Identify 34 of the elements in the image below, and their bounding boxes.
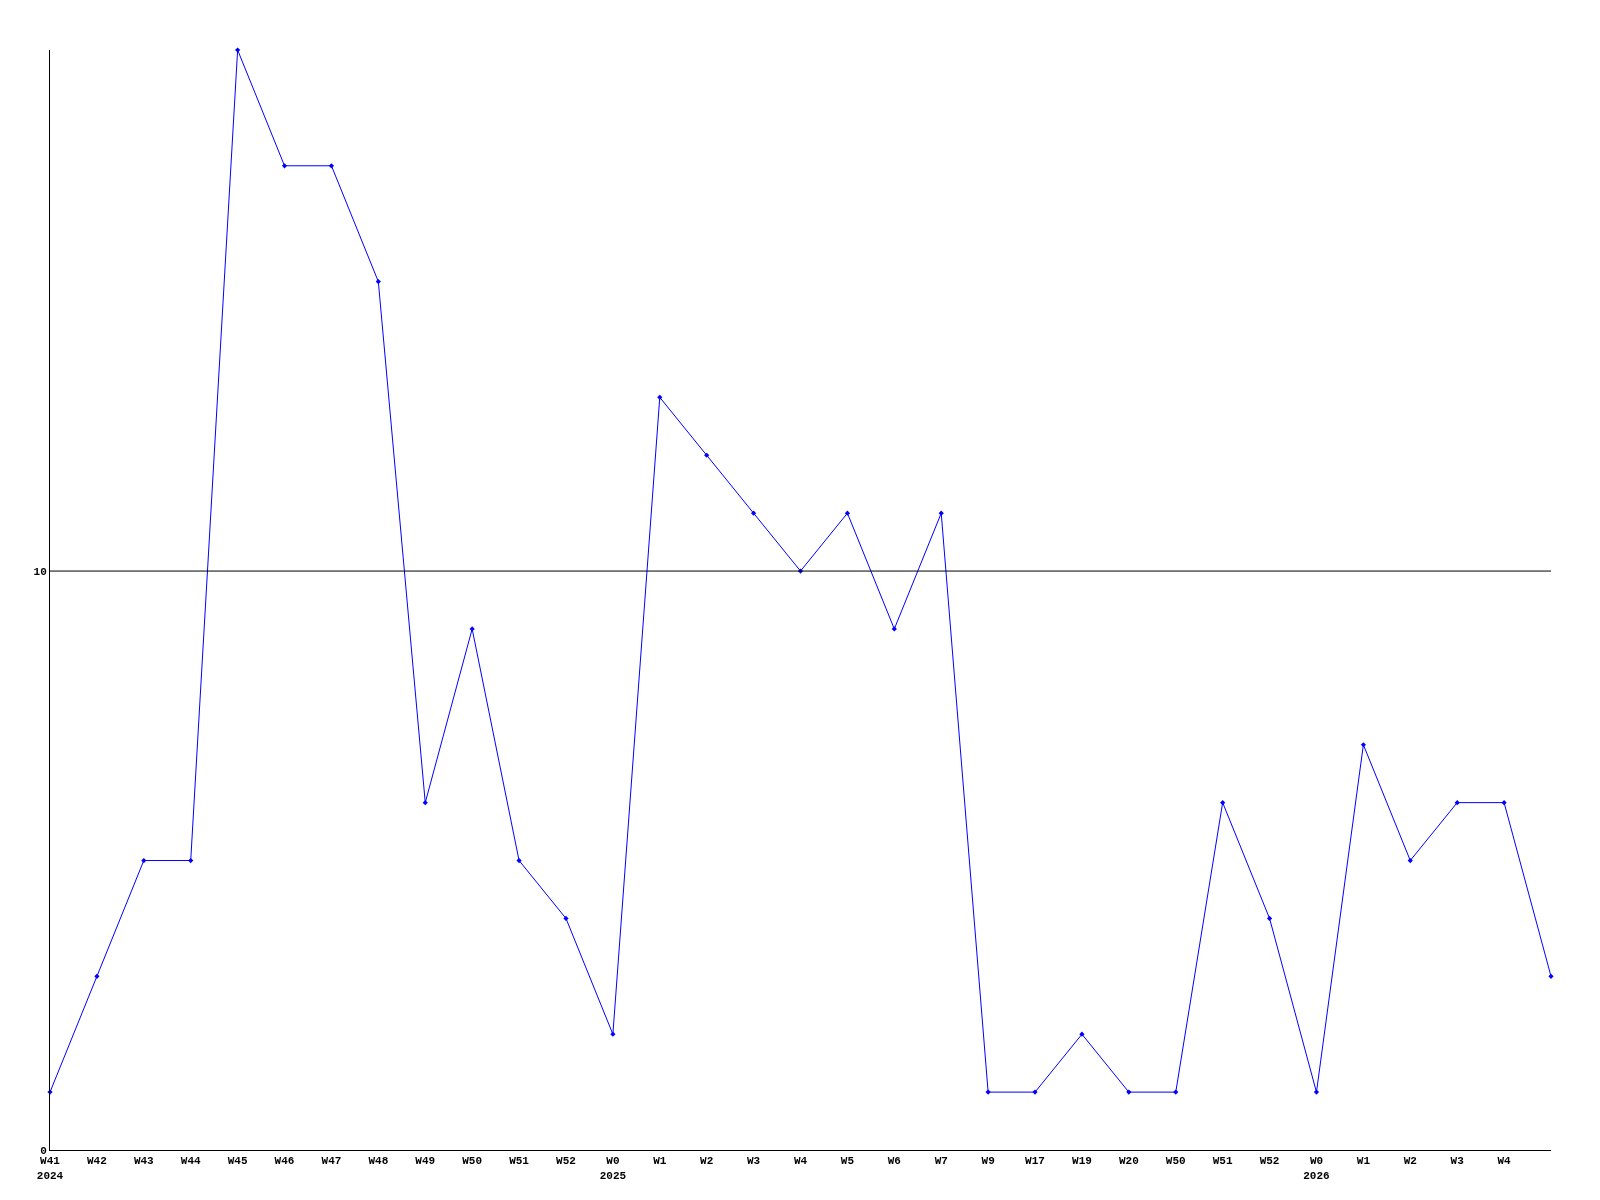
x-tick-label: W51 [509, 1155, 530, 1168]
x-tick-label: W42 [87, 1155, 107, 1168]
x-tick-label: W50 [1165, 1155, 1186, 1168]
x-tick-label: W45 [227, 1155, 248, 1168]
x-tick-label: W0 2026 [1303, 1155, 1330, 1182]
x-tick-label: W4 [1497, 1155, 1512, 1168]
x-tick-label: W1 [1356, 1155, 1371, 1168]
x-tick-label: W49 [415, 1155, 436, 1168]
x-tick-label: W46 [274, 1155, 295, 1168]
x-tick-label: W4 [793, 1155, 808, 1168]
x-tick-label: W9 [981, 1155, 995, 1168]
x-tick-label: W20 [1118, 1155, 1139, 1168]
x-tick-label: W2 [1403, 1155, 1417, 1168]
x-tick-label: W51 [1212, 1155, 1233, 1168]
x-tick-label: W6 [887, 1155, 901, 1168]
x-tick-label: W2 [700, 1155, 714, 1168]
x-tick-label: W44 [180, 1155, 202, 1168]
x-tick-label: W41 2024 [36, 1155, 64, 1182]
y-tick-label: 10 [33, 565, 47, 578]
x-tick-label: W1 [653, 1155, 667, 1168]
x-tick-label: W17 [1025, 1155, 1045, 1168]
x-tick-label: W5 [840, 1155, 855, 1168]
x-tick-label: W3 [746, 1155, 761, 1168]
x-tick-label: W50 [462, 1155, 483, 1168]
x-tick-label: W48 [368, 1155, 389, 1168]
y-tick-label: 0 [40, 1144, 47, 1157]
x-tick-label: W7 [934, 1155, 948, 1168]
x-tick-label: W19 [1072, 1155, 1092, 1168]
x-tick-label: W3 [1450, 1155, 1465, 1168]
x-tick-label: W43 [133, 1155, 155, 1168]
x-tick-label: W47 [321, 1155, 342, 1168]
x-tick-label: W0 2025 [599, 1155, 627, 1182]
x-tick-label: W52 [556, 1155, 576, 1168]
x-tick-label: W52 [1259, 1155, 1280, 1168]
